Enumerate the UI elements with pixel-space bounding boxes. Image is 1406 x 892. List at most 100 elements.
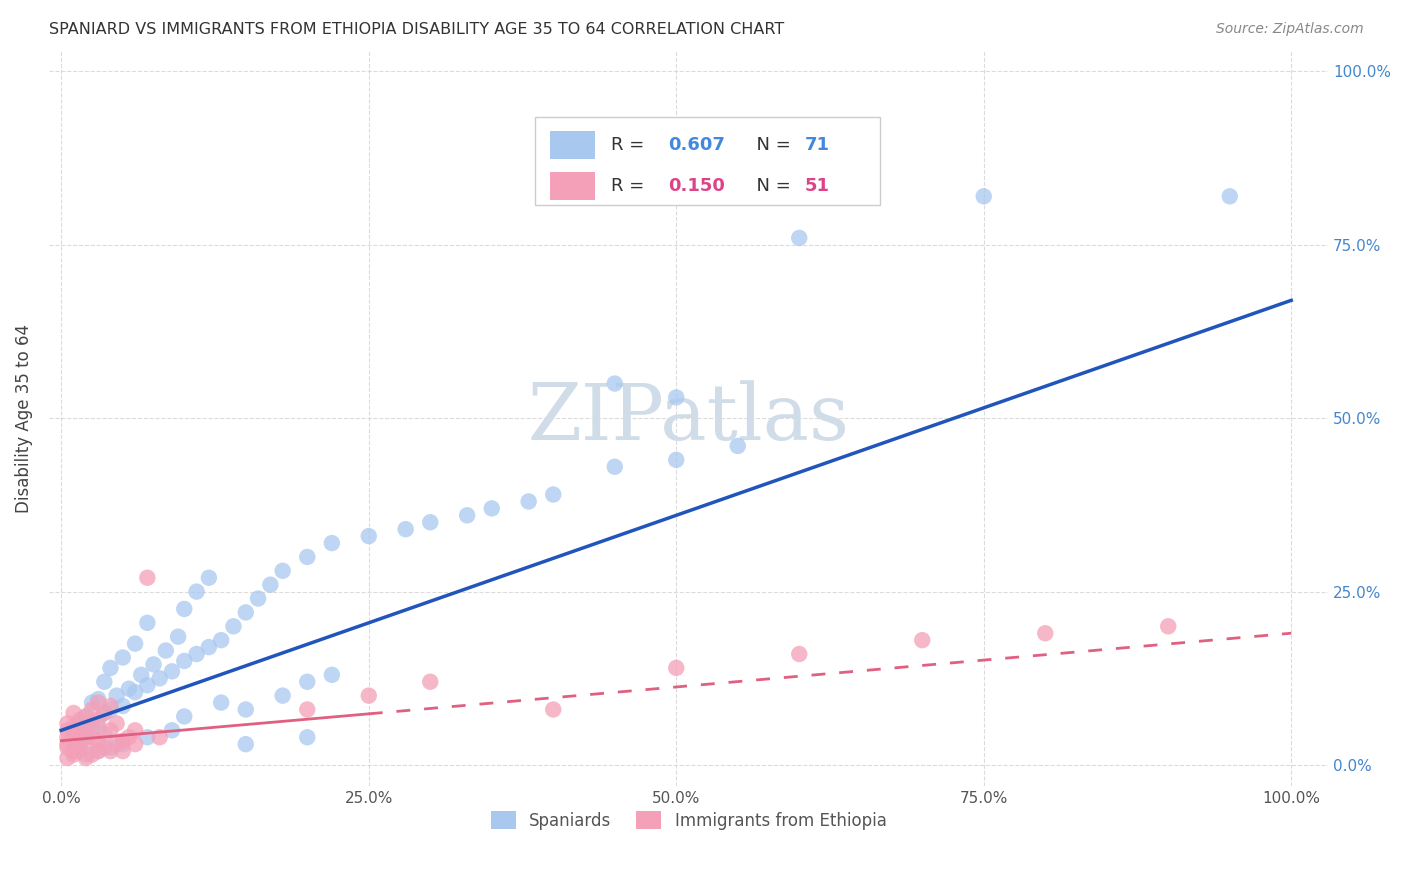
Point	[209, 633, 232, 648]
Point	[62, 720, 84, 734]
Point	[235, 702, 257, 716]
Text: R =: R =	[610, 136, 650, 154]
Point	[111, 733, 134, 747]
Point	[75, 709, 97, 723]
Text: N =: N =	[745, 136, 796, 154]
Point	[160, 665, 183, 679]
Point	[100, 744, 122, 758]
Point	[118, 731, 141, 745]
Point	[111, 737, 134, 751]
Point	[603, 459, 626, 474]
Point	[62, 744, 84, 758]
Point	[69, 716, 91, 731]
Point	[111, 744, 134, 758]
Point	[105, 716, 128, 731]
Point	[357, 689, 380, 703]
Point	[1219, 189, 1241, 203]
Point	[75, 733, 97, 747]
Text: R =: R =	[610, 177, 650, 194]
Point	[173, 602, 195, 616]
Point	[62, 747, 84, 762]
Point	[321, 668, 343, 682]
Text: N =: N =	[745, 177, 796, 194]
Point	[62, 744, 84, 758]
Point	[75, 731, 97, 745]
Point	[75, 709, 97, 723]
Point	[87, 713, 110, 727]
Point	[235, 737, 257, 751]
Text: 51: 51	[806, 177, 830, 194]
Point	[118, 681, 141, 696]
Point	[56, 737, 79, 751]
Point	[186, 584, 208, 599]
Point	[321, 536, 343, 550]
Point	[149, 731, 172, 745]
Point	[517, 494, 540, 508]
Point	[105, 737, 128, 751]
Point	[142, 657, 165, 672]
Point	[62, 706, 84, 720]
Point	[198, 571, 221, 585]
Point	[136, 731, 159, 745]
Point	[80, 723, 103, 738]
Point	[93, 727, 115, 741]
Bar	[536, 117, 880, 205]
Point	[603, 376, 626, 391]
Point	[727, 439, 749, 453]
Point	[93, 706, 115, 720]
Point	[100, 740, 122, 755]
Point	[80, 731, 103, 745]
Point	[100, 702, 122, 716]
Point	[124, 737, 146, 751]
Point	[665, 661, 688, 675]
Text: ZIPatlas: ZIPatlas	[527, 380, 849, 456]
Point	[271, 564, 294, 578]
Point	[787, 647, 810, 661]
Point	[69, 744, 91, 758]
Y-axis label: Disability Age 35 to 64: Disability Age 35 to 64	[15, 324, 32, 513]
Point	[259, 577, 281, 591]
Point	[75, 751, 97, 765]
Point	[62, 727, 84, 741]
Point	[136, 615, 159, 630]
Text: 71: 71	[806, 136, 830, 154]
Text: Source: ZipAtlas.com: Source: ZipAtlas.com	[1216, 22, 1364, 37]
Point	[69, 727, 91, 741]
Point	[111, 699, 134, 714]
Point	[186, 647, 208, 661]
Point	[87, 696, 110, 710]
Point	[69, 713, 91, 727]
Point	[87, 733, 110, 747]
Point	[155, 643, 177, 657]
Legend: Spaniards, Immigrants from Ethiopia: Spaniards, Immigrants from Ethiopia	[484, 805, 893, 837]
Point	[100, 723, 122, 738]
Text: 0.607: 0.607	[668, 136, 725, 154]
Point	[541, 487, 564, 501]
Point	[911, 633, 934, 648]
Point	[136, 571, 159, 585]
Point	[93, 740, 115, 755]
Point	[357, 529, 380, 543]
Point	[198, 640, 221, 654]
Point	[124, 723, 146, 738]
Point	[235, 606, 257, 620]
Point	[80, 696, 103, 710]
Point	[87, 692, 110, 706]
Point	[136, 678, 159, 692]
Point	[297, 549, 319, 564]
Point	[297, 702, 319, 716]
Point	[56, 751, 79, 765]
Point	[456, 508, 478, 523]
Point	[149, 671, 172, 685]
Point	[297, 674, 319, 689]
Point	[541, 702, 564, 716]
Point	[100, 661, 122, 675]
Point	[124, 685, 146, 699]
Point	[56, 723, 79, 738]
Point	[160, 723, 183, 738]
Point	[87, 744, 110, 758]
Point	[395, 522, 418, 536]
Point	[75, 723, 97, 738]
Point	[271, 689, 294, 703]
Point	[222, 619, 245, 633]
